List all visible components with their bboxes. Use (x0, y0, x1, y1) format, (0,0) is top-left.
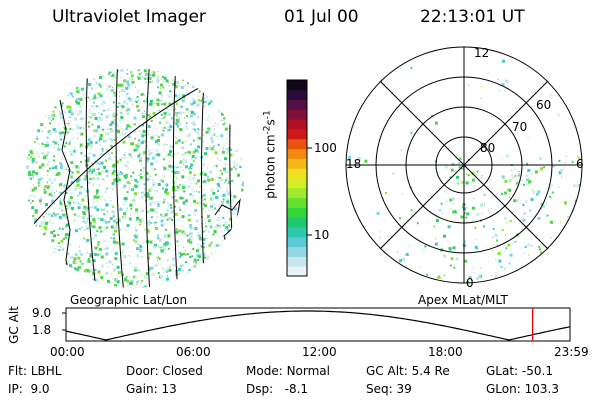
colorbar-segment (287, 138, 307, 150)
xtick-0600: 06:00 (176, 345, 211, 359)
glon-status: GLon: 103.3 (486, 382, 559, 396)
colorbar-segment (287, 168, 307, 179)
colorbar-segment (287, 80, 307, 91)
colorbar-segment (287, 119, 307, 130)
coastline-west (59, 99, 73, 288)
colorbar-segment (287, 99, 307, 110)
gain-status: Gain: 13 (126, 382, 177, 396)
door-status: Door: Closed (126, 364, 203, 378)
polar-grid (345, 46, 583, 284)
mlt-label-18: 18 (346, 157, 362, 171)
xtick-1800: 18:00 (428, 345, 463, 359)
glat-status: GLat: -50.1 (486, 364, 553, 378)
colorbar-segment (287, 148, 307, 159)
colorbar-segment (287, 236, 307, 248)
xtick-0000: 00:00 (50, 345, 85, 359)
dsp-status: Dsp: -8.1 (246, 382, 309, 396)
time-label: 22:13:01 UT (420, 7, 525, 27)
colorbar-segment (287, 197, 307, 208)
colorbar-segment (287, 227, 307, 238)
altitude-ymin: 1.8 (32, 323, 52, 337)
flt-status: Flt: LBHL (8, 364, 62, 378)
colorbar-segment (287, 109, 307, 120)
colorbar-segment (287, 246, 307, 257)
seq-status: Seq: 39 (366, 382, 412, 396)
altitude-curve (65, 310, 571, 341)
colorbar-segment (287, 187, 307, 199)
mlt-label-6: 6 (576, 157, 584, 171)
colorbar (287, 80, 307, 277)
uv-emission-speckle-left (25, 68, 244, 288)
app-title: Ultraviolet Imager (52, 7, 206, 27)
mode-status: Mode: Normal (246, 364, 330, 378)
colorbar-segment (287, 266, 307, 277)
colorbar-segment (287, 129, 307, 140)
xtick-2359: 23:59 (554, 345, 589, 359)
mlat-label-60: 60 (536, 98, 552, 112)
mlt-label-12: 12 (474, 46, 490, 60)
ip-status: IP: 9.0 (8, 382, 50, 396)
colorbar-segment (287, 178, 307, 189)
colorbar-segment (287, 256, 307, 267)
altitude-ylabel: GC Alt (7, 306, 21, 344)
colorbar-unit-label: photon cm-2s-1 (262, 110, 278, 199)
xtick-1200: 12:00 (302, 345, 337, 359)
mlat-label-80: 80 (480, 141, 496, 155)
geographic-caption: Geographic Lat/Lon (70, 293, 188, 307)
colorbar-tick-10-label: 10 (314, 228, 330, 242)
gcalt-status: GC Alt: 5.4 Re (366, 364, 450, 378)
apex-caption: Apex MLat/MLT (418, 293, 508, 307)
colorbar-frame (286, 79, 308, 277)
colorbar-segment (287, 158, 307, 169)
altitude-plot-frame (65, 307, 571, 342)
mlt-label-0: 0 (466, 276, 474, 290)
geographic-grid (24, 68, 244, 288)
colorbar-segment (287, 217, 307, 228)
date-label: 01 Jul 00 (284, 7, 359, 27)
colorbar-tick-100-label: 100 (314, 141, 337, 155)
mlat-label-70: 70 (512, 120, 528, 134)
altitude-ymax: 9.0 (32, 306, 52, 320)
colorbar-segment (287, 207, 307, 218)
colorbar-segment (287, 89, 307, 101)
